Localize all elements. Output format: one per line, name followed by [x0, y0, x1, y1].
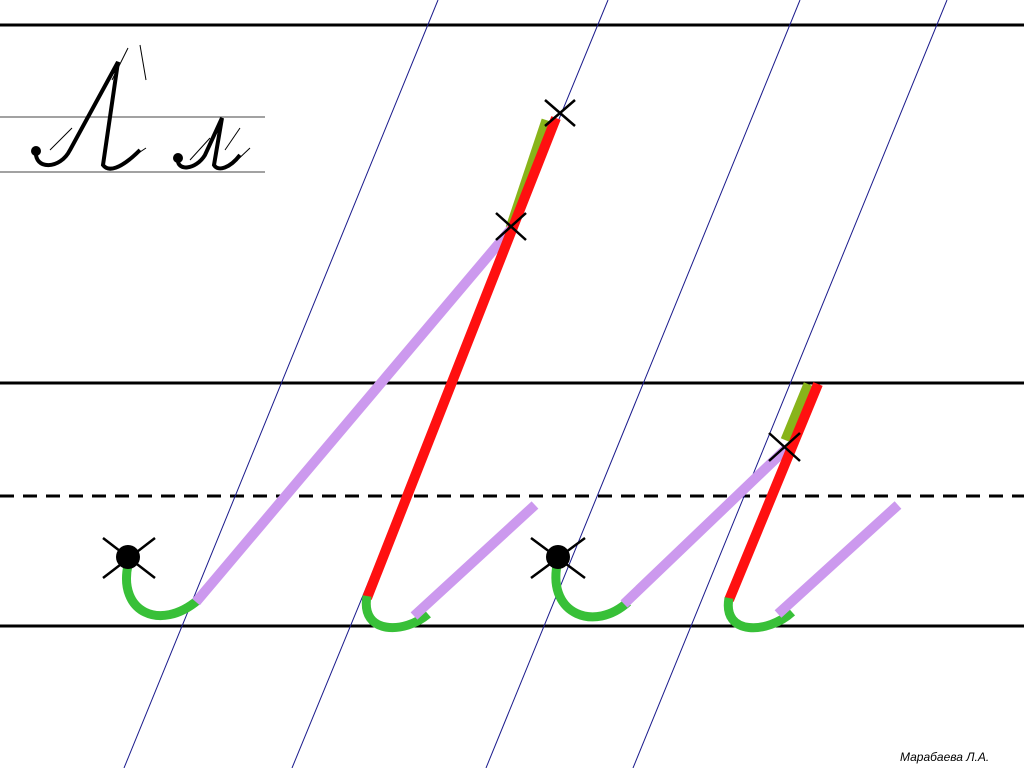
hook-stroke	[122, 564, 201, 620]
up-stroke	[620, 444, 791, 608]
sample-dot	[31, 146, 41, 156]
down-stroke	[362, 116, 561, 600]
author: Марабаева Л.А.	[900, 750, 989, 764]
retrace-stroke	[780, 382, 813, 442]
tail-stroke	[774, 501, 902, 618]
sample-inset	[0, 28, 265, 191]
slant-line	[485, 0, 801, 768]
down-stroke	[724, 382, 823, 602]
cross-mark	[544, 99, 576, 127]
cross-mark	[495, 212, 527, 241]
hook-stroke	[361, 595, 431, 633]
hook-stroke	[723, 597, 796, 633]
tail-stroke	[410, 501, 539, 620]
start-dot	[116, 545, 140, 569]
small-letter	[551, 382, 902, 633]
hook-stroke	[551, 564, 632, 622]
up-stroke	[192, 224, 516, 606]
sample-dot	[173, 153, 183, 163]
start-dot	[546, 545, 570, 569]
cross-mark	[768, 432, 801, 462]
sample-arrows	[49, 44, 251, 166]
capital-letter	[122, 116, 561, 633]
sample-small	[175, 117, 242, 171]
slant-line	[123, 0, 439, 768]
sample-capital	[33, 61, 142, 171]
slant-line	[632, 0, 948, 768]
